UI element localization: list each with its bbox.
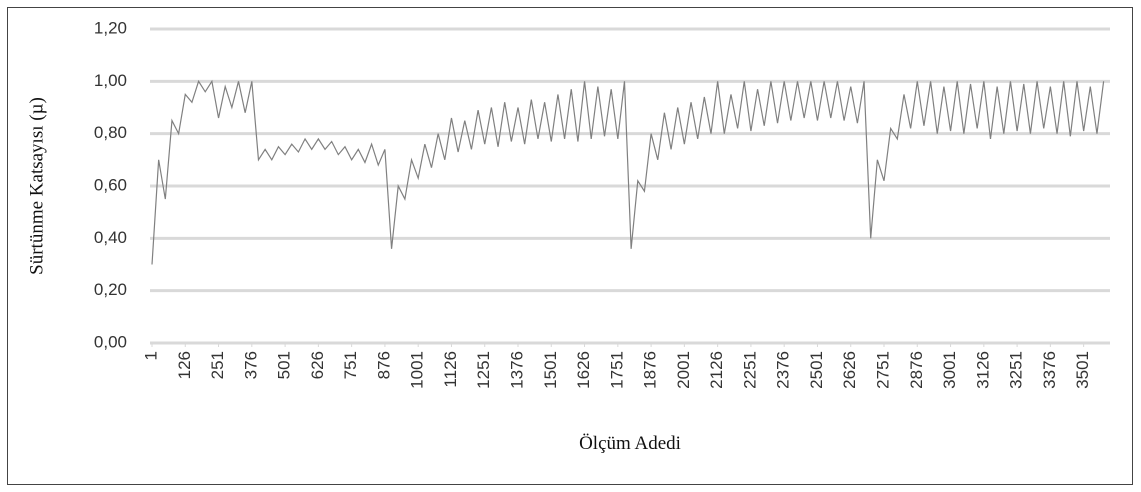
x-tick-label: 751 <box>341 351 360 379</box>
x-tick-label: 1 <box>141 351 160 360</box>
x-tick-label: 251 <box>208 351 227 379</box>
x-tick-label: 1501 <box>541 351 560 389</box>
x-tick-label: 2501 <box>807 351 826 389</box>
x-tick-label: 3126 <box>973 351 992 389</box>
y-tick-label: 1,20 <box>94 18 127 37</box>
x-tick-label: 2251 <box>740 351 759 389</box>
data-line <box>151 79 1105 265</box>
x-tick-label: 2376 <box>774 351 793 389</box>
x-tick-label: 1001 <box>408 351 427 389</box>
x-tick-label: 2126 <box>707 351 726 389</box>
y-tick-label: 0,00 <box>94 332 127 351</box>
x-tick-label: 501 <box>275 351 294 379</box>
x-tick-label: 1376 <box>507 351 526 389</box>
x-tick-label: 1251 <box>474 351 493 389</box>
x-tick-label: 3001 <box>940 351 959 389</box>
y-tick-label: 0,60 <box>94 175 127 194</box>
y-tick-label: 1,00 <box>94 71 127 90</box>
x-tick-label: 1876 <box>641 351 660 389</box>
chart-border <box>7 7 1133 485</box>
x-tick-label: 3376 <box>1040 351 1059 389</box>
x-tick-label: 1126 <box>441 351 460 388</box>
x-tick-label: 626 <box>308 351 327 379</box>
x-tick-label: 2751 <box>873 351 892 389</box>
x-tick-label: 126 <box>175 351 194 379</box>
y-tick-label: 0,20 <box>94 280 127 299</box>
x-tick-label: 1626 <box>574 351 593 389</box>
y-tick-label: 0,40 <box>94 228 127 247</box>
x-tick-label: 3501 <box>1073 351 1092 389</box>
x-tick-label: 2876 <box>907 351 926 389</box>
y-axis-title: Sürtünme Katsayısı (µ) <box>26 97 47 275</box>
x-tick-label: 1751 <box>607 351 626 389</box>
x-tick-label: 2626 <box>840 351 859 389</box>
x-tick-label: 3251 <box>1007 351 1026 389</box>
y-tick-label: 0,80 <box>94 123 127 142</box>
x-tick-label: 876 <box>374 351 393 379</box>
x-tick-label: 376 <box>241 351 260 379</box>
x-tick-label: 2001 <box>674 351 693 389</box>
x-axis-title: Ölçüm Adedi <box>579 433 681 454</box>
